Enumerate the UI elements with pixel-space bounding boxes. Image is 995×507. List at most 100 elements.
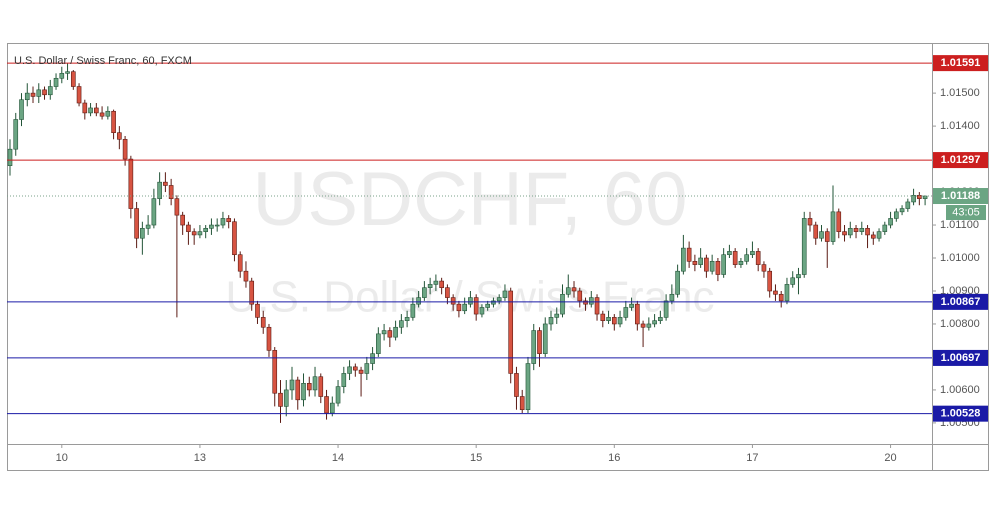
chart-frame xyxy=(7,43,989,471)
candle-body xyxy=(168,185,174,199)
level-label: 1.00697 xyxy=(941,352,981,364)
candle-body xyxy=(629,303,634,308)
candle-body xyxy=(197,231,203,236)
candle-body xyxy=(842,231,847,236)
level-label-box xyxy=(933,55,988,72)
candle-body xyxy=(30,92,36,97)
candle-body xyxy=(105,110,111,117)
candle-body xyxy=(479,307,485,315)
candle-body xyxy=(548,317,554,325)
candle-body xyxy=(191,231,197,236)
candle-body xyxy=(301,383,306,401)
candle-body xyxy=(468,297,473,305)
candle-body xyxy=(312,376,318,391)
candle-body xyxy=(203,228,208,232)
candle-body xyxy=(370,353,375,364)
candle-body xyxy=(134,208,139,239)
candle-body xyxy=(329,402,335,414)
candle-body xyxy=(686,247,692,262)
watermark: USDCHF, 60 xyxy=(253,157,688,242)
candle-body xyxy=(381,330,387,335)
candle-body xyxy=(347,366,352,374)
candle-body xyxy=(525,363,531,411)
candle-body xyxy=(675,270,680,295)
y-tick-label: 1.00600 xyxy=(940,384,980,396)
candle-body xyxy=(111,110,116,133)
candle-body xyxy=(220,218,226,226)
candle-body xyxy=(214,224,220,227)
candle-body xyxy=(163,181,168,186)
candle-body xyxy=(721,254,726,275)
candle-body xyxy=(36,89,42,97)
level-label-box xyxy=(933,349,988,366)
candle-body xyxy=(571,287,577,292)
candle-body xyxy=(433,280,439,285)
candle-body xyxy=(145,224,151,229)
candle-body xyxy=(358,369,364,374)
candle-body xyxy=(888,218,893,226)
candle-body xyxy=(399,320,404,328)
candle-body xyxy=(306,383,312,391)
y-tick-label: 1.01400 xyxy=(940,120,980,132)
candle-body xyxy=(450,297,456,305)
y-tick-label: 1.01000 xyxy=(940,252,980,264)
y-tick-label: 1.01100 xyxy=(940,219,979,231)
candle-body xyxy=(744,254,749,262)
level-label: 1.00867 xyxy=(941,296,981,308)
candle-body xyxy=(70,71,76,87)
candle-body xyxy=(865,228,870,236)
candle-body xyxy=(600,313,606,321)
candle-body xyxy=(496,297,502,302)
candle-body xyxy=(209,224,214,229)
y-tick-label: 1.00800 xyxy=(940,318,980,330)
candle-body xyxy=(911,195,916,203)
level-label-box xyxy=(933,293,988,310)
candle-body xyxy=(646,323,652,328)
candle-body xyxy=(870,234,876,239)
candle-body xyxy=(853,228,859,232)
candle-body xyxy=(606,317,611,321)
x-tick-label: 15 xyxy=(470,452,482,464)
candle-body xyxy=(53,77,59,87)
candle-body xyxy=(24,92,30,101)
candle-body xyxy=(65,71,70,74)
candle-body xyxy=(882,224,888,232)
candle-body xyxy=(502,290,508,298)
candle-body xyxy=(813,224,819,239)
candle-body xyxy=(140,228,145,239)
candle-body xyxy=(830,211,836,242)
candle-body xyxy=(542,323,548,354)
candle-body xyxy=(738,261,744,265)
candle-body xyxy=(704,257,709,272)
candle-body xyxy=(750,251,755,256)
candle-body xyxy=(876,231,882,239)
last-price-label: 1.01188 xyxy=(941,190,980,202)
candle-body xyxy=(7,148,13,166)
candle-body xyxy=(335,386,341,404)
candle-body xyxy=(266,326,272,351)
x-tick-label: 16 xyxy=(608,452,620,464)
candle-body xyxy=(623,307,629,318)
candle-body xyxy=(894,211,899,219)
candle-body xyxy=(663,300,669,318)
candle-body xyxy=(255,303,260,318)
candle-body xyxy=(174,198,180,216)
candle-body xyxy=(416,297,421,305)
candle-body xyxy=(577,290,583,302)
candle-body xyxy=(13,119,19,150)
candle-body xyxy=(554,313,560,318)
candle-body xyxy=(617,317,623,325)
candle-body xyxy=(186,224,191,232)
candle-body xyxy=(341,373,347,387)
candle-body xyxy=(801,218,807,275)
candle-body xyxy=(796,274,801,279)
countdown-label: 43:05 xyxy=(952,206,980,218)
candle-body xyxy=(727,251,732,256)
level-label: 1.01297 xyxy=(941,154,981,166)
candle-body xyxy=(243,270,249,282)
candle-body xyxy=(278,392,283,407)
last-price-box xyxy=(933,188,988,205)
level-label-box xyxy=(933,152,988,169)
candle-body xyxy=(658,317,663,321)
candle-body xyxy=(473,297,479,315)
